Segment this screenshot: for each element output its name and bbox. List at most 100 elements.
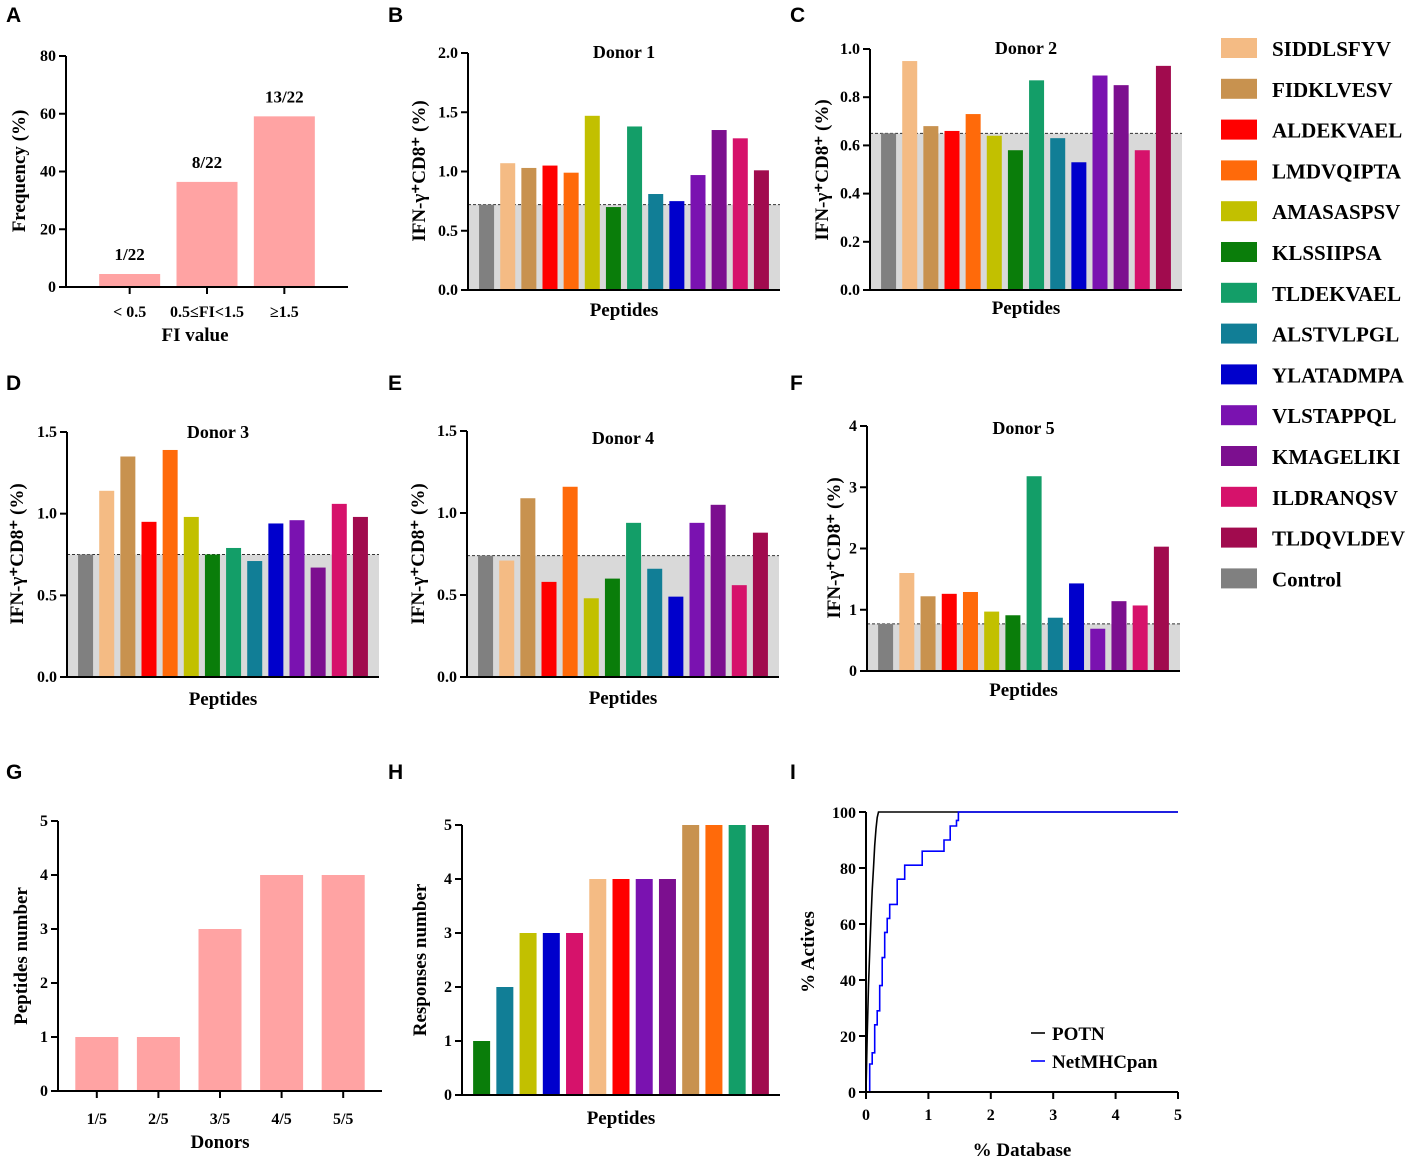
y-tick-label: 80 <box>840 861 856 878</box>
bar-alstvlpgl <box>247 561 263 677</box>
bar-ildranqsv <box>331 503 347 677</box>
bar--1-5 <box>253 116 315 287</box>
bar-ildranqsv <box>732 138 748 290</box>
bar-4-5 <box>260 875 304 1091</box>
panel-letter: H <box>388 761 403 784</box>
bar-tldqvldev <box>1155 65 1171 291</box>
bar-tldqvldev <box>752 532 768 677</box>
legend-swatch <box>1221 38 1257 58</box>
bar-amasaspsv <box>986 135 1002 290</box>
bar-tldekvael <box>226 547 242 677</box>
y-axis-label: IFN-γ⁺CD8⁺ (%) <box>408 483 429 624</box>
bar-tldqvldev <box>352 516 368 677</box>
panel-b: B 0.0 0.5 1.0 1.5 2.0 IFN-γ⁺CD8⁺ (%) Donor 1 Pep… <box>388 4 780 321</box>
y-axis-label: Frequency (%) <box>9 110 30 233</box>
bar-alstvlpgl <box>1047 617 1063 671</box>
legend-swatch <box>1221 486 1257 507</box>
y-tick-label: 1.5 <box>438 104 458 121</box>
y-tick-label: 1.0 <box>437 505 457 522</box>
legend-swatch <box>1221 160 1257 181</box>
y-tick-label: 1.0 <box>840 41 860 58</box>
bar-data-label: 13/22 <box>265 87 304 106</box>
y-tick-label: 0.4 <box>840 186 860 203</box>
y-tick-label: 0 <box>40 1083 48 1100</box>
x-axis-label: FI value <box>161 325 228 346</box>
y-tick-label: 80 <box>40 48 56 65</box>
y-axis-label: % Actives <box>798 911 819 993</box>
bar-tldekvael <box>627 126 643 290</box>
bar-tldekvael <box>626 522 642 677</box>
x-tick-label: 1 <box>924 1107 932 1124</box>
y-tick-label: 1.5 <box>37 424 57 441</box>
bar-lmdvqipta <box>562 486 578 677</box>
bar-aldekvael <box>541 581 557 677</box>
bar-tldqvldev <box>753 170 769 290</box>
x-tick-label: 0 <box>862 1107 870 1124</box>
bar-vlstappql <box>690 175 706 290</box>
y-tick-label: 4 <box>849 418 857 435</box>
x-axis-label: Donors <box>190 1132 249 1153</box>
y-axis-label: Peptides number <box>11 887 32 1025</box>
legend-swatch <box>1221 242 1257 262</box>
bar-siddlsfyv <box>902 61 918 290</box>
y-tick-label: 0.0 <box>438 282 458 299</box>
bar-amasaspsv <box>519 933 537 1095</box>
y-tick-label: 100 <box>832 805 856 822</box>
panel-letter: B <box>388 4 403 27</box>
bar-siddlsfyv <box>589 879 607 1095</box>
y-tick-label: 0 <box>444 1087 452 1104</box>
bar-5-5 <box>321 875 365 1091</box>
panel-h: H 0 1 2 3 4 5 Responses number Peptides <box>388 761 780 1129</box>
legend-label: VLSTAPPQL <box>1272 404 1396 428</box>
y-tick-label: 3 <box>444 925 452 942</box>
bar-amasaspsv <box>584 115 600 291</box>
panel-letter: E <box>388 372 402 395</box>
bar-ildranqsv <box>566 933 584 1095</box>
y-tick-label: 60 <box>840 917 856 934</box>
legend-swatch <box>1221 527 1257 548</box>
y-tick-label: 20 <box>840 1029 856 1046</box>
bar-aldekvael <box>542 165 558 290</box>
y-tick-label: 0.0 <box>437 669 457 686</box>
y-tick-label: 0 <box>849 663 857 680</box>
legend-label: YLATADMPA <box>1272 363 1405 387</box>
bar-ylatadmpa <box>1069 583 1085 671</box>
bar-lmdvqipta <box>563 172 579 290</box>
bar-vlstappql <box>689 522 705 677</box>
bar-data-label: 1/22 <box>115 245 145 264</box>
y-tick-label: 2 <box>849 541 857 558</box>
baseline-band <box>67 554 379 677</box>
legend-label: ALSTVLPGL <box>1272 323 1399 347</box>
bar-vlstappql <box>1092 75 1108 290</box>
x-tick-label: ≥1.5 <box>270 304 299 321</box>
y-tick-label: 40 <box>840 973 856 990</box>
bar-vlstappql <box>1090 628 1106 671</box>
y-tick-label: 20 <box>40 221 56 238</box>
bar-ildranqsv <box>1132 605 1148 671</box>
y-tick-label: 0.2 <box>840 234 860 251</box>
x-tick-label: 4 <box>1112 1107 1120 1124</box>
x-axis-label: Peptides <box>590 300 659 321</box>
bar-amasaspsv <box>984 611 1000 671</box>
bar-fidklvesv <box>520 498 536 677</box>
baseline-band <box>467 555 779 677</box>
panel-d: D 0.0 0.5 1.0 1.5 IFN-γ⁺CD8⁺ (%) Donor 3 Peptid… <box>6 372 379 710</box>
bar-aldekvael <box>612 879 630 1095</box>
bar-klssiipsa <box>204 554 220 677</box>
bar-vlstappql <box>635 879 653 1095</box>
y-tick-label: 1.0 <box>438 164 458 181</box>
bar-siddlsfyv <box>99 490 115 677</box>
bar-2-5 <box>136 1037 180 1091</box>
bar-kmageliki <box>310 567 326 677</box>
x-axis-label: % Database <box>973 1140 1072 1159</box>
panel-letter: A <box>6 4 21 27</box>
series-line-potn <box>865 811 1178 1093</box>
series-line-netmhcpan <box>867 811 1178 1093</box>
chart-title: Donor 4 <box>592 428 654 448</box>
chart-title: Donor 1 <box>593 42 655 62</box>
y-tick-label: 4 <box>40 867 48 884</box>
chart-title: Donor 2 <box>995 38 1057 58</box>
panel-i: I 0 20 40 60 80 100 0 1 2 3 4 5 % Actives % Database PO… <box>790 761 1182 1159</box>
y-tick-label: 0.0 <box>37 669 57 686</box>
chart-title: Donor 3 <box>187 422 249 442</box>
